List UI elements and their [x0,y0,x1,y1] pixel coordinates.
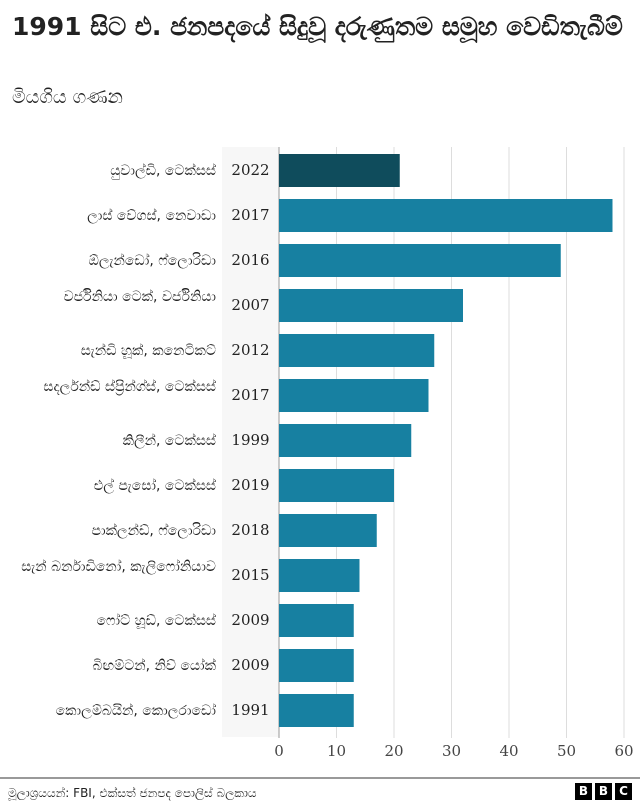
year-label: 1999 [231,430,270,449]
bar [279,604,354,637]
x-tick-label: 60 [614,742,634,760]
year-label: 2019 [231,475,270,494]
bar [279,199,613,232]
year-label: 1991 [231,700,270,719]
bar [279,334,435,367]
x-tick-label: 20 [384,742,404,760]
footer-divider [0,777,640,779]
category-label: සැන් බර්නාඩිනෝ, කැලිෆෝනියාව [21,558,216,575]
category-label: සැන්ඩි හූක්, කනෙටිකට් [80,342,216,359]
category-label: එල් පැසෝ, ටෙක්සස් [93,477,216,494]
year-label: 2017 [231,385,270,404]
logo-letter: B [575,783,592,800]
year-label: 2015 [231,565,270,584]
year-label: 2017 [231,205,270,224]
bar [279,424,412,457]
category-label: යුවාල්ඩි, ටෙක්සස් [110,162,216,179]
bar [279,154,400,187]
x-tick-label: 30 [441,742,462,760]
bar [279,244,561,277]
year-label: 2007 [231,295,270,314]
category-label: කිලීන්, ටෙක්සස් [122,432,216,449]
category-label: බිඟම්ටන්, නිව් යෝක් [92,657,216,674]
year-label: 2009 [231,610,270,629]
bar [279,469,394,502]
chart-subtitle: මියගිය ගණන [12,86,123,108]
chart-title: 1991 සිට එ. ජනපදයේ සිදුවූ දරුණුතම සමූහ ව… [12,12,623,41]
category-label: පාක්ලන්ඩ්, ෆ්ලොරිඩා [91,522,216,539]
year-label: 2016 [231,250,270,269]
x-tick-label: 10 [326,742,347,760]
source-note: මූලාශ්‍රයයන්: FBI, එක්සත් ජනපද පොලිස් බල… [8,786,257,800]
category-label: සදර්ලන්ඩ් ස්ප්‍රින්ග්ස්, ටෙක්සස් [43,378,216,395]
year-label: 2022 [231,160,270,179]
x-tick-label: 50 [556,742,577,760]
bar [279,514,377,547]
logo-letter: B [595,783,612,800]
logo-letter: C [615,783,632,800]
bar [279,379,429,412]
bar [279,694,354,727]
year-label: 2012 [231,340,270,359]
category-label: ෆෝට් හූඩ්, ටෙක්සස් [96,612,216,629]
bar [279,289,463,322]
category-label: කොලම්බයින්, කොලරාඩෝ [55,702,216,719]
x-tick-label: 0 [274,742,284,760]
category-label: වර්ජිනියා ටෙක්, වර්ජිනියා [63,288,216,305]
category-label: ලාස් වේගස්, නෙවාඩා [87,207,216,224]
bar [279,559,360,592]
year-label: 2018 [231,520,270,539]
bbc-logo: B B C [575,783,632,800]
category-label: ඕලැන්ඩෝ, ෆ්ලොරිඩා [88,252,216,269]
x-tick-label: 40 [499,742,519,760]
bar [279,649,354,682]
year-column-band [222,147,279,737]
year-label: 2009 [231,655,270,674]
